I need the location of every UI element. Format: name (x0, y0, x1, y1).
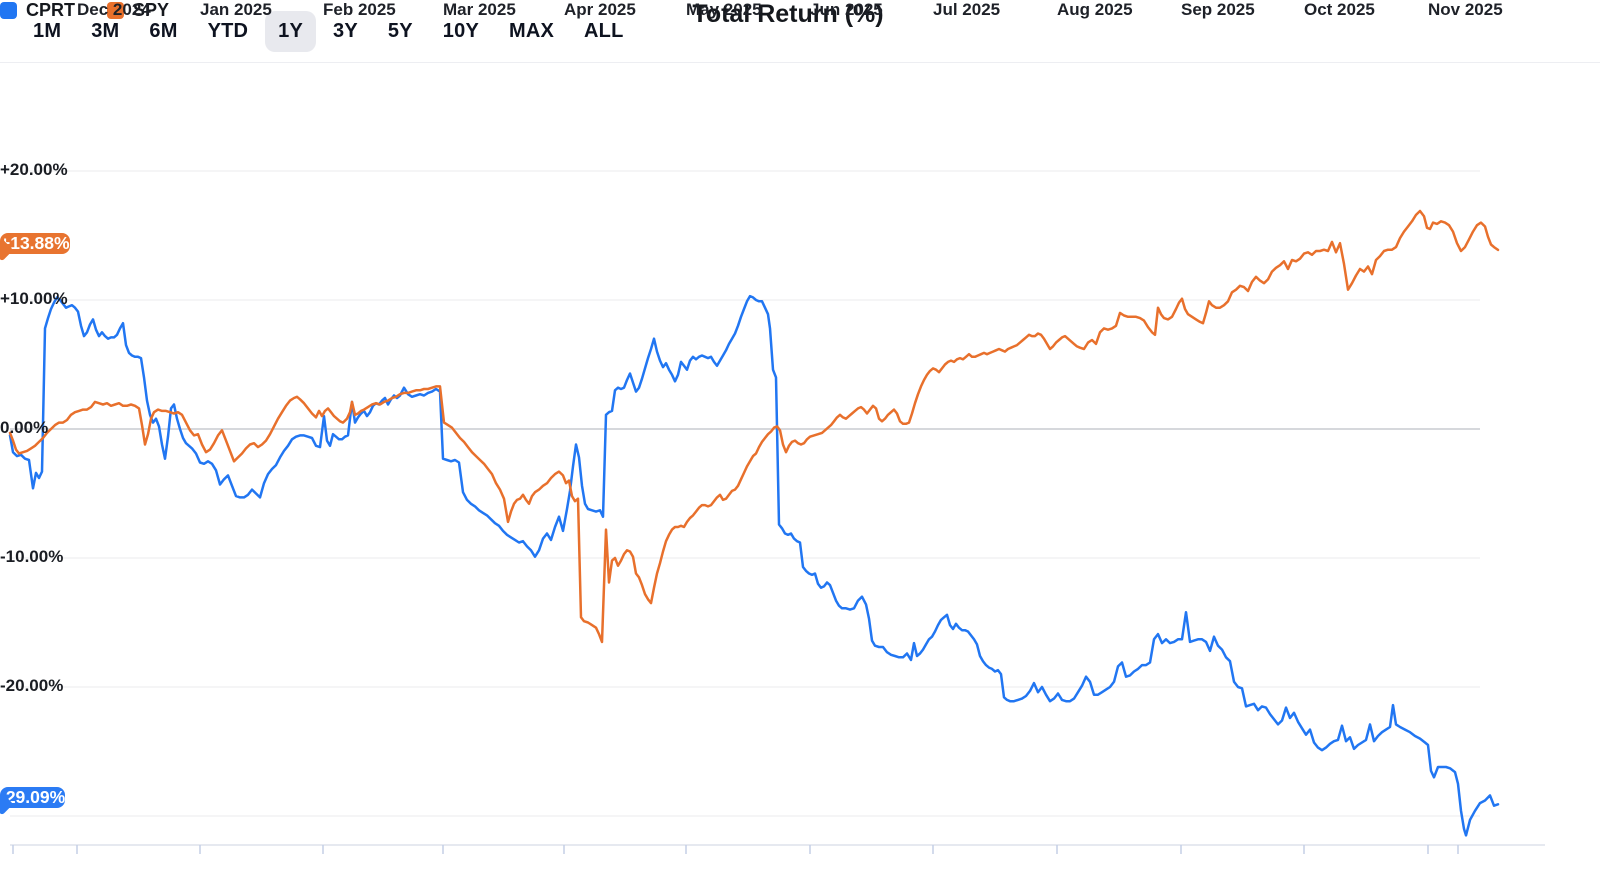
x-axis-label: Aug 2025 (1057, 0, 1133, 19)
x-axis-label: Apr 2025 (564, 0, 636, 19)
legend-item-spy[interactable]: SPY (107, 0, 169, 21)
range-button-10y[interactable]: 10Y (442, 19, 479, 42)
x-axis-label: Mar 2025 (443, 0, 516, 19)
x-axis-label: Nov 2025 (1428, 0, 1503, 19)
legend-swatch-spy (107, 2, 124, 19)
x-axis-label: Dec 2024 (77, 0, 151, 19)
range-button-all[interactable]: ALL (584, 19, 624, 42)
y-axis-label: -20.00% (0, 676, 64, 695)
y-axis-label: -10.00% (0, 547, 64, 566)
legend-label: CPRT (26, 0, 75, 20)
series-line-cprt (8, 294, 1500, 837)
range-button-1m[interactable]: 1M (33, 19, 62, 42)
legend-item-cprt[interactable]: CPRT (0, 0, 75, 21)
end-badge-spy: +13.88% (0, 232, 70, 254)
x-axis-label: Jan 2025 (200, 0, 272, 19)
range-button-ytd[interactable]: YTD (207, 19, 249, 42)
range-button-6m[interactable]: 6M (149, 19, 178, 42)
x-axis-label: Oct 2025 (1304, 0, 1375, 19)
range-button-1y[interactable]: 1Y (265, 10, 317, 52)
y-axis-label: 0.00% (0, 418, 49, 437)
range-toolbar: 1M 3M 6M YTD 1Y 3Y 5Y 10Y MAX ALL (0, 0, 1600, 63)
end-badge-cprt: -29.09% (0, 787, 66, 809)
range-button-3y[interactable]: 3Y (333, 19, 358, 42)
chart-legend: CPRT SPY (0, 0, 169, 21)
legend-swatch-cprt (0, 2, 17, 19)
x-axis-label: Feb 2025 (323, 0, 396, 19)
y-axis-label: +10.00% (0, 289, 68, 308)
x-axis-label: Jul 2025 (933, 0, 1001, 19)
x-axis-label: Jun 2025 (810, 0, 883, 19)
range-button-3m[interactable]: 3M (91, 19, 120, 42)
range-button-max[interactable]: MAX (508, 19, 555, 42)
legend-label: SPY (133, 0, 170, 20)
y-axis-label: +20.00% (0, 160, 68, 179)
chart-title: Total Return (%) (692, 0, 884, 28)
series-line-spy (8, 209, 1500, 644)
x-axis-label: May 2025 (686, 0, 762, 19)
range-button-5y[interactable]: 5Y (387, 19, 413, 42)
x-axis-label: Sep 2025 (1181, 0, 1255, 19)
